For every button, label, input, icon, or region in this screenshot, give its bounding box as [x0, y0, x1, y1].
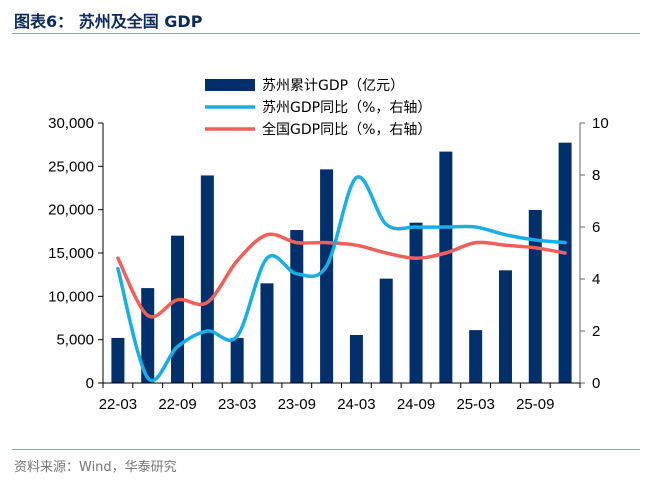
left-tick-label: 25,000 — [48, 158, 94, 175]
x-tick-label: 22-03 — [99, 396, 137, 413]
bar-25-09 — [528, 210, 542, 383]
bar-25-12 — [558, 142, 572, 383]
x-tick-label: 24-03 — [337, 396, 375, 413]
bar-24-12 — [439, 151, 453, 383]
left-tick-label: 5,000 — [56, 332, 94, 349]
legend-label: 全国GDP同比（%，右轴） — [262, 121, 431, 138]
bar-22-12 — [200, 175, 214, 383]
left-tick-label: 30,000 — [48, 115, 94, 132]
bar-24-03 — [349, 334, 363, 383]
x-tick-label: 25-09 — [516, 396, 554, 413]
x-tick-label: 25-03 — [456, 396, 494, 413]
right-tick-label: 2 — [592, 323, 600, 340]
right-tick-label: 8 — [592, 167, 600, 184]
footer-divider — [12, 449, 640, 450]
bar-22-09 — [171, 235, 185, 383]
bar-22-03 — [111, 337, 125, 383]
legend-swatch-bar — [205, 79, 255, 91]
suzhou-yoy-line — [116, 175, 567, 383]
x-tick-label: 23-03 — [218, 396, 256, 413]
x-tick-label: 24-09 — [397, 396, 435, 413]
left-tick-label: 20,000 — [48, 202, 94, 219]
bar-23-03 — [230, 337, 244, 383]
chart-title: 图表6： 苏州及全国 GDP — [14, 12, 203, 31]
left-tick-label: 0 — [86, 375, 94, 392]
right-tick-label: 0 — [592, 375, 600, 392]
bar-23-06 — [260, 283, 274, 383]
right-tick-label: 4 — [592, 271, 600, 288]
x-tick-label: 22-09 — [158, 396, 196, 413]
legend-label: 苏州GDP同比（%，右轴） — [262, 100, 431, 116]
bar-25-06 — [498, 270, 512, 383]
title-divider — [12, 33, 640, 34]
source-note: 资料来源：Wind，华泰研究 — [14, 460, 177, 475]
bar-24-09 — [409, 222, 423, 383]
legend-label: 苏州累计GDP（亿元） — [262, 78, 404, 94]
right-tick-label: 10 — [592, 115, 609, 132]
x-tick-label: 23-09 — [278, 396, 316, 413]
bar-25-03 — [469, 330, 483, 383]
left-tick-label: 10,000 — [48, 288, 94, 305]
bar-23-09 — [290, 230, 304, 383]
right-tick-label: 6 — [592, 219, 600, 236]
bar-24-06 — [379, 278, 393, 383]
left-tick-label: 15,000 — [48, 245, 94, 262]
bar-23-12 — [320, 169, 334, 383]
national-yoy-line — [116, 232, 567, 319]
